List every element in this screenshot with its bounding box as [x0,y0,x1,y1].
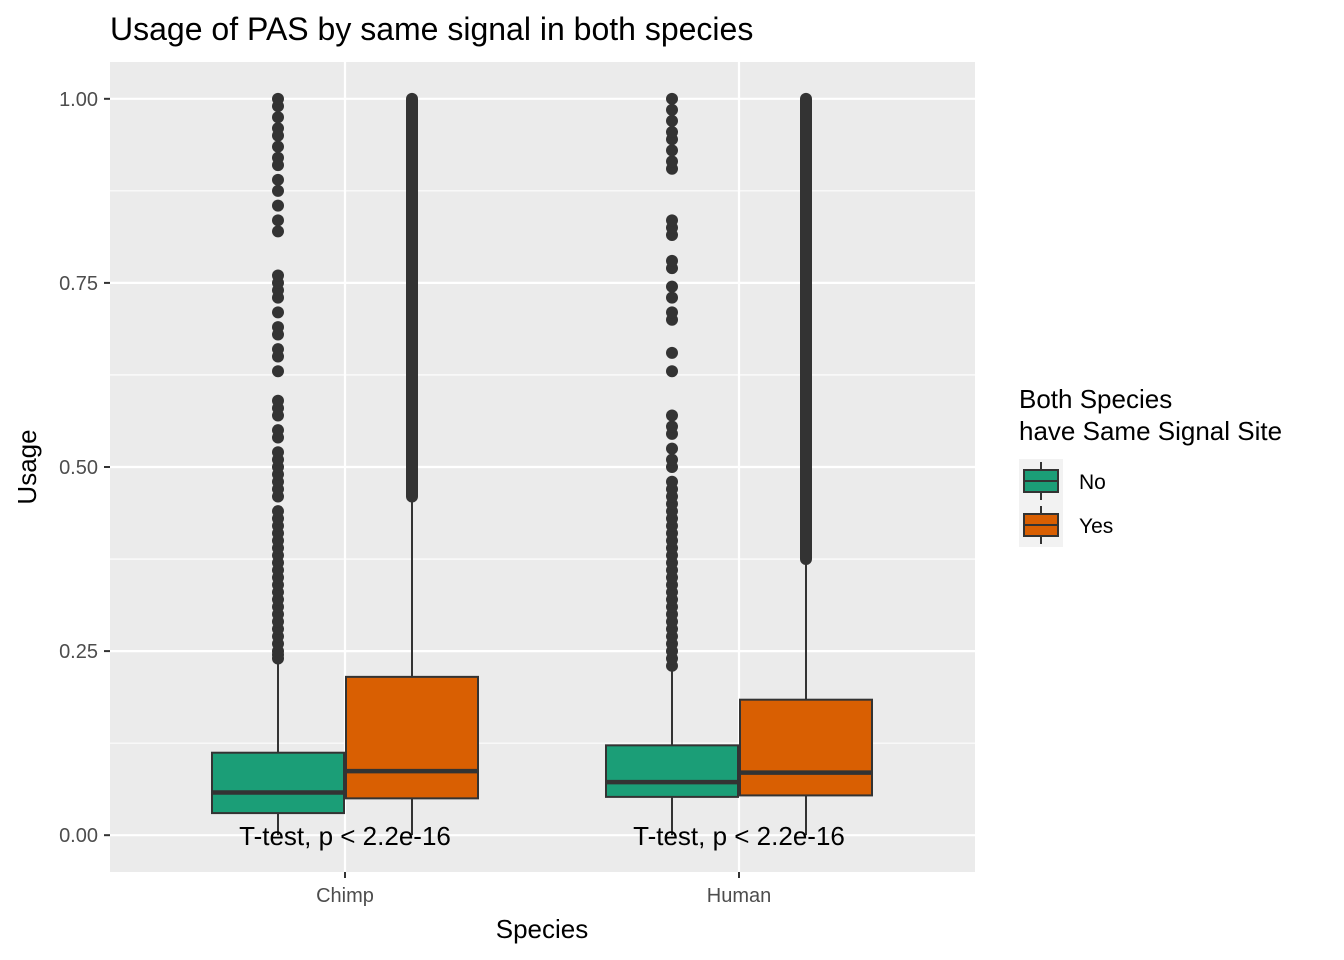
ttest-annotation: T-test, p < 2.2e-16 [239,821,451,851]
y-axis: 0.00 0.25 0.50 0.75 1.00 [59,89,110,847]
legend-title-line-1: Both Species [1019,384,1172,414]
outlier-point [666,155,678,168]
box-series [211,92,873,836]
outlier-point [666,291,678,304]
annotations: T-test, p < 2.2e-16 T-test, p < 2.2e-16 [239,821,845,851]
iqr-box [211,751,345,815]
iqr-box [739,698,873,797]
outlier-band [800,92,812,566]
y-tick-label: 0.50 [59,457,98,479]
outlier-point [666,254,678,267]
outlier-point [666,280,678,293]
outlier-point [272,122,284,135]
outlier-point [272,140,284,153]
outlier-point [272,225,284,238]
outlier-point [272,92,284,105]
box-yes-human [739,92,873,836]
x-axis: Chimp Human [316,872,771,907]
chart-title: Usage of PAS by same signal in both spec… [110,11,753,47]
y-tick-label: 0.00 [59,825,98,847]
outlier-point [666,114,678,127]
box-no-chimp [211,92,345,836]
outlier-point [272,184,284,197]
ttest-annotation: T-test, p < 2.2e-16 [633,821,845,851]
x-tick-label: Chimp [316,885,374,907]
outlier-point [272,199,284,212]
outlier-point [666,475,678,488]
outlier-point [272,365,284,378]
outlier-point [272,306,284,319]
outlier-point [272,214,284,227]
box-no-human [605,92,739,836]
iqr-box [605,744,739,798]
outlier-point [272,321,284,334]
outlier-point [272,173,284,186]
outlier-point [666,409,678,422]
outlier-point [272,111,284,124]
legend-keys: No Yes [1019,459,1113,547]
outlier-point [272,446,284,459]
outlier-point [666,420,678,433]
x-axis-title: Species [496,914,589,944]
outlier-band [406,92,418,503]
outlier-point [272,269,284,282]
legend-label: Yes [1079,515,1113,538]
legend-key-no: No [1019,459,1106,503]
outlier-point [666,346,678,359]
outlier-point [272,424,284,437]
outlier-point [272,343,284,356]
y-tick-label: 0.25 [59,641,98,663]
outlier-point [666,103,678,116]
iqr-box [345,675,479,800]
outlier-point [272,505,284,518]
outlier-point [666,442,678,455]
y-axis-title: Usage [12,429,42,504]
legend: Both Species have Same Signal Site No Yes [1019,384,1282,547]
outlier-point [272,394,284,407]
box-yes-chimp [345,92,479,836]
x-tick-label: Human [707,885,771,907]
outlier-point [666,144,678,157]
outlier-point [666,453,678,466]
outlier-point [666,214,678,227]
y-tick-label: 0.75 [59,273,98,295]
outlier-point [666,306,678,319]
legend-key-yes: Yes [1019,503,1113,547]
outlier-point [666,92,678,105]
legend-title-line-2: have Same Signal Site [1019,416,1282,446]
outlier-point [666,125,678,138]
outlier-point [272,151,284,164]
outlier-point [666,365,678,378]
legend-label: No [1079,471,1106,494]
y-tick-label: 1.00 [59,89,98,111]
